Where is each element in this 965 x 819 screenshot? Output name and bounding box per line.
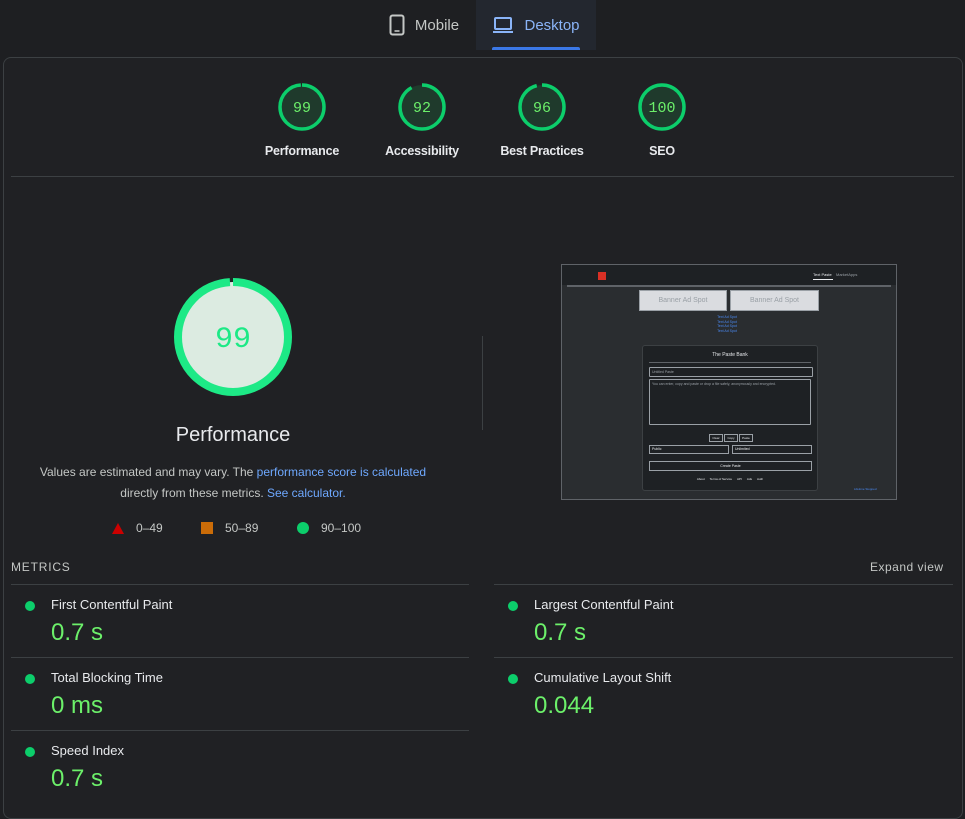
shot-banner-1: Banner Ad Spot <box>639 290 727 311</box>
metric-name: Cumulative Layout Shift <box>534 670 672 685</box>
tab-mobile-label: Mobile <box>414 16 460 34</box>
shot-badge: Lifetime Stopped <box>854 487 877 491</box>
gauge-accessibility[interactable]: 92 Accessibility <box>372 82 472 158</box>
score-calculated-link[interactable]: performance score is calculated <box>256 465 427 479</box>
pass-circle-icon <box>25 674 35 684</box>
shot-copy-button: Copy <box>724 434 738 442</box>
gauge-accessibility-label: Accessibility <box>385 144 459 158</box>
pass-circle-icon <box>25 601 35 611</box>
shot-header-border <box>567 285 891 287</box>
laptop-icon <box>493 17 514 33</box>
metric-value: 0.7 s <box>51 765 104 792</box>
gauges-divider <box>11 176 954 177</box>
final-screenshot[interactable]: Text Paste MarketApps Banner Ad Spot Ban… <box>561 264 897 500</box>
metric-divider <box>494 584 953 585</box>
performance-big-score: 99 <box>215 323 251 357</box>
shot-text-ad: Text Ad Spot <box>717 319 737 324</box>
gauge-performance[interactable]: 99 Performance <box>252 82 352 158</box>
metric-value: 0.044 <box>534 692 595 719</box>
expand-view-button[interactable]: Expand view <box>870 560 944 574</box>
shot-card-divider <box>649 362 811 363</box>
shot-text-ads: Text Ad Spot Text Ad Spot Text Ad Spot T… <box>707 315 747 333</box>
shot-expiry-select: Unlimited <box>732 445 812 454</box>
shot-footer-link: Auth <box>757 477 764 481</box>
desc-text-1: Values are estimated and may vary. The <box>39 465 257 479</box>
shot-footer-link: Ads <box>746 477 753 481</box>
shot-banner-2: Banner Ad Spot <box>730 290 819 311</box>
metric-name: First Contentful Paint <box>51 597 173 612</box>
metric-value: 0 ms <box>51 692 104 719</box>
pass-circle-icon <box>508 601 518 611</box>
legend-fail: 0–49 <box>112 521 163 535</box>
shot-footer-link: API <box>737 477 742 481</box>
legend-pass-label: 90–100 <box>321 521 362 535</box>
shot-nav-underline <box>813 279 833 280</box>
gauge-accessibility-score: 92 <box>413 100 431 117</box>
shot-footer-links: About Terms of Service API Ads Auth <box>643 477 817 481</box>
shot-clear-button: Clear <box>709 434 723 442</box>
gauge-performance-score: 99 <box>293 100 311 117</box>
phone-icon <box>389 14 405 36</box>
legend-average-label: 50–89 <box>225 521 259 535</box>
form-factor-tabs: Mobile Desktop <box>0 0 965 50</box>
gauge-performance-label: Performance <box>264 144 340 158</box>
metric-name: Speed Index <box>51 743 125 758</box>
legend-average: 50–89 <box>201 521 258 535</box>
gauge-best-practices[interactable]: 96 Best Practices <box>492 82 592 158</box>
gauge-seo-ring: 100 <box>638 83 686 131</box>
metrics-header: METRICS <box>11 560 71 574</box>
shot-text-ad: Text Ad Spot <box>717 324 737 328</box>
metric-divider <box>11 730 469 731</box>
triangle-icon <box>112 522 124 534</box>
metric-value: 0.7 s <box>534 619 587 646</box>
square-icon <box>201 522 213 534</box>
metric-name: Largest Contentful Paint <box>534 597 674 612</box>
gauge-performance-ring: 99 <box>278 83 326 131</box>
shot-create-button: Create Paste <box>649 461 812 471</box>
performance-big-gauge: 99 <box>174 278 292 396</box>
pass-circle-icon <box>25 747 35 757</box>
gauge-seo-label: SEO <box>649 144 675 158</box>
tab-desktop-label: Desktop <box>524 16 580 34</box>
metric-name: Total Blocking Time <box>51 670 163 685</box>
metric-divider <box>494 657 953 658</box>
legend-pass: 90–100 <box>297 521 361 535</box>
tab-mobile[interactable]: Mobile <box>372 0 476 50</box>
gauge-best-practices-score: 96 <box>533 100 551 117</box>
metric-value: 0.7 s <box>51 619 104 646</box>
legend-fail-label: 0–49 <box>136 521 163 535</box>
shot-body-input: You can enter, copy and paste or drop a … <box>649 379 811 425</box>
circle-icon <box>297 522 309 534</box>
shot-paste-button: Paste <box>739 434 753 442</box>
shot-nav-marketapps: MarketApps <box>836 272 858 277</box>
shot-card-title: The Paste Bank <box>712 352 748 358</box>
tab-desktop[interactable]: Desktop <box>476 0 596 50</box>
performance-description: Values are estimated and may vary. The p… <box>33 462 433 504</box>
shot-footer-link: Terms of Service <box>709 477 732 481</box>
gauge-seo[interactable]: 100 SEO <box>612 82 712 158</box>
shot-logo-icon <box>598 272 606 280</box>
metric-divider <box>11 584 469 585</box>
performance-title: Performance <box>175 424 291 446</box>
shot-visibility-select: Public <box>649 445 729 454</box>
shot-header <box>562 265 896 285</box>
shot-title-input: Untitled Paste <box>649 367 813 377</box>
gauge-seo-score: 100 <box>648 100 675 117</box>
pass-circle-icon <box>508 674 518 684</box>
shot-paste-card: The Paste Bank Untitled Paste You can en… <box>642 345 818 491</box>
shot-footer-link: About <box>696 477 705 481</box>
vertical-separator <box>482 336 483 430</box>
desc-text-2: directly from these metrics. <box>120 486 267 500</box>
gauge-best-practices-label: Best Practices <box>500 144 584 158</box>
shot-text-ad: Text Ad Spot <box>717 315 737 319</box>
tab-selected-indicator <box>492 47 580 50</box>
gauge-accessibility-ring: 92 <box>398 83 446 131</box>
metric-divider <box>11 657 469 658</box>
see-calculator-link[interactable]: See calculator. <box>266 486 346 500</box>
gauge-best-practices-ring: 96 <box>518 83 566 131</box>
shot-text-ad: Text Ad Spot <box>717 328 737 333</box>
shot-nav-text-paste: Text Paste <box>813 272 832 277</box>
